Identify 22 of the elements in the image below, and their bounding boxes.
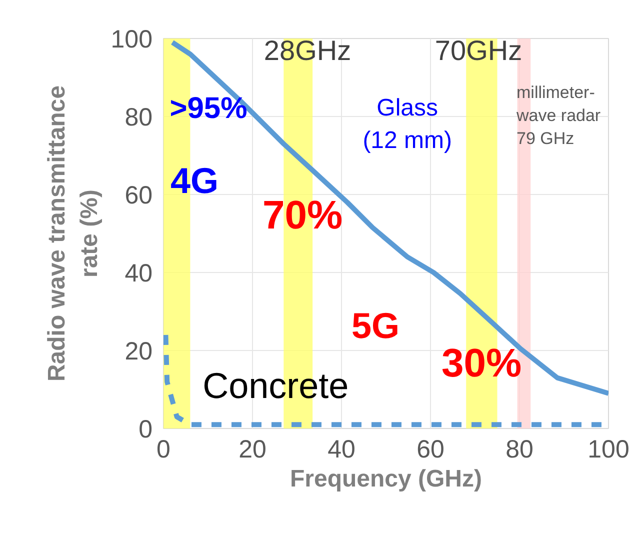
annotation: >95% [170,92,248,125]
y-tick-label: 0 [138,416,152,444]
annotation: 5G [351,305,400,346]
y-tick-label: 20 [124,338,153,366]
x-axis-title: Frequency (GHz) [290,466,482,492]
x-tick-label: 100 [588,436,630,464]
annotation: millimeter- wave radar 79 GHz [516,83,601,148]
annotation: 4G [170,160,219,201]
x-tick-label: 20 [238,436,266,464]
x-tick-label: 60 [416,436,444,464]
y-tick-label: 60 [124,182,153,210]
y-tick-label: 80 [124,104,153,132]
y-tick-label: 100 [110,26,153,54]
annotation: 30% [441,342,522,386]
x-tick-label: 40 [328,436,356,464]
x-tick-label: 0 [156,436,170,464]
annotation: 70% [262,194,343,238]
y-tick-label: 40 [124,260,153,288]
series-label: Concrete [202,365,349,406]
x-tick-label: 80 [506,436,534,464]
y-axis-title: Radio wave transmittance rate (%) [43,85,103,382]
series-label: Glass (12 mm) [362,94,452,154]
